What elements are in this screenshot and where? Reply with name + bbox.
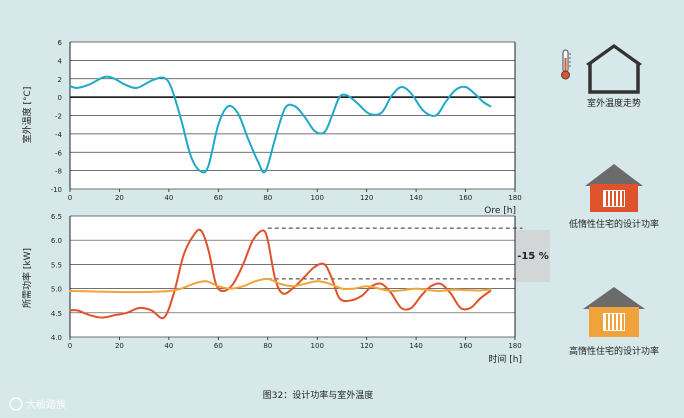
temperature-y-ticks: 6 4 2 0 -2 -4 -6 -8 -10	[51, 39, 63, 194]
y-tick-label: 6.0	[51, 237, 62, 245]
y-tick-label: 5.5	[51, 261, 62, 269]
power-y-ticks: 6.5 6.0 5.5 5.0 4.5 4.0	[51, 213, 62, 342]
x-tick-label: 80	[263, 342, 272, 350]
house-outline-icon	[586, 44, 642, 94]
power-grid	[69, 215, 516, 338]
watermark: 大敏踏族	[9, 397, 66, 411]
temperature-x-axis-label: Ore [h]	[484, 206, 516, 216]
y-tick-label: 4.0	[51, 334, 62, 342]
power-plot-area	[70, 216, 515, 337]
reduction-label: -15 %	[517, 251, 549, 262]
legend-bottom: 高惰性住宅的设计功率	[569, 287, 659, 357]
temperature-x-ticks: 0 20 40 60 80 100 120 140 160 180	[68, 189, 522, 202]
x-tick-label: 60	[214, 194, 223, 202]
x-tick-label: 180	[508, 194, 521, 202]
power-reference-lines	[267, 227, 523, 280]
thermometer-icon	[561, 49, 571, 80]
x-tick-label: 160	[459, 194, 472, 202]
y-tick-label: -2	[55, 113, 62, 121]
x-tick-label: 40	[164, 342, 173, 350]
y-tick-label: 4	[58, 57, 63, 65]
x-tick-label: 100	[311, 342, 324, 350]
x-tick-label: 40	[164, 194, 173, 202]
temperature-grid	[69, 41, 516, 190]
x-tick-label: 80	[263, 194, 272, 202]
y-tick-label: 5.0	[51, 286, 62, 294]
x-tick-label: 60	[214, 342, 223, 350]
y-tick-label: 6.5	[51, 213, 62, 221]
x-tick-label: 120	[360, 342, 373, 350]
y-tick-label: -4	[55, 131, 63, 139]
y-tick-label: -10	[51, 186, 62, 194]
power-y-axis-label: 所需功率 [kW]	[21, 248, 33, 308]
y-tick-label: 6	[58, 39, 63, 47]
power-series	[69, 228, 492, 320]
legend-middle: 低惰性住宅的设计功率	[569, 164, 659, 230]
watermark-logo-icon	[9, 397, 23, 411]
temperature-series	[69, 75, 492, 174]
y-tick-label: 4.5	[51, 310, 62, 318]
figure-caption: 图32：设计功率与室外温度	[263, 389, 373, 401]
x-tick-label: 20	[115, 194, 124, 202]
legend-top-label: 室外温度走势	[587, 97, 641, 109]
x-tick-label: 160	[459, 342, 472, 350]
x-tick-label: 140	[409, 342, 422, 350]
x-tick-label: 0	[68, 194, 72, 202]
legend-top: 室外温度走势	[561, 44, 642, 109]
x-tick-label: 20	[115, 342, 124, 350]
x-tick-label: 120	[360, 194, 373, 202]
legend-middle-label: 低惰性住宅的设计功率	[569, 218, 659, 230]
power-chart: 6.5 6.0 5.5 5.0 4.5 4.0 0 20 40 60 80 100 120 140 160…	[21, 213, 550, 365]
house-orange-radiator-icon	[583, 287, 645, 337]
temperature-y-axis-label: 室外温度 [°C]	[21, 87, 33, 144]
y-tick-label: 0	[58, 94, 62, 102]
watermark-text: 大敏踏族	[26, 398, 66, 411]
x-tick-label: 100	[311, 194, 324, 202]
y-tick-label: 2	[58, 76, 62, 84]
x-tick-label: 0	[68, 342, 72, 350]
series-line-1	[69, 75, 492, 174]
series-line-1	[69, 228, 492, 320]
x-tick-label: 140	[409, 194, 422, 202]
y-tick-label: -6	[55, 149, 63, 157]
reduction-box	[516, 230, 550, 282]
power-x-ticks: 0 20 40 60 80 100 120 140 160 180	[68, 337, 522, 350]
legend-bottom-label: 高惰性住宅的设计功率	[569, 345, 659, 357]
power-x-axis-label: 时间 [h]	[488, 353, 522, 365]
house-red-radiator-icon	[585, 164, 643, 212]
y-tick-label: -8	[55, 168, 62, 176]
x-tick-label: 180	[508, 342, 521, 350]
series-line-2	[69, 277, 492, 294]
